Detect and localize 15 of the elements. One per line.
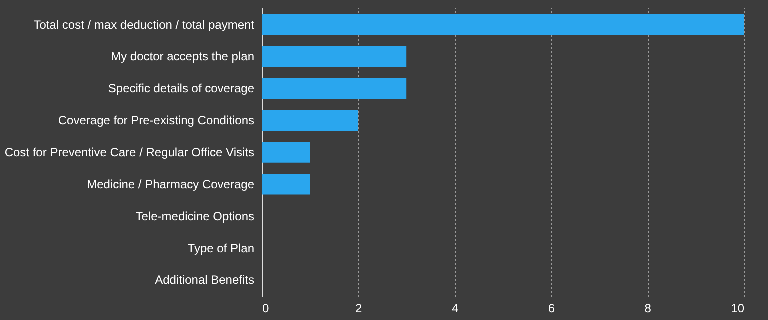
y-tick-label: Specific details of coverage: [108, 82, 255, 96]
x-tick-label: 10: [731, 302, 745, 316]
x-tick-label: 2: [356, 302, 363, 316]
y-tick-label: Additional Benefits: [155, 273, 254, 288]
x-tick-label: 8: [644, 302, 652, 316]
y-tick-label: Medicine / Pharmacy Coverage: [87, 177, 255, 192]
x-tick-label: 0: [262, 302, 270, 316]
y-tick-label: Tele-medicine Options: [136, 209, 254, 224]
y-tick-label: Coverage for Pre-existing Conditions: [58, 114, 254, 128]
y-tick-label: Total cost / max deduction / total payment: [34, 18, 256, 32]
x-tick-label: 4: [452, 302, 459, 316]
y-tick-label: Type of Plan: [188, 241, 254, 256]
y-tick-label: My doctor accepts the plan: [111, 50, 254, 64]
y-tick-label: Cost for Preventive Care / Regular Office Visits: [4, 146, 254, 160]
x-tick-label: 6: [548, 302, 556, 316]
